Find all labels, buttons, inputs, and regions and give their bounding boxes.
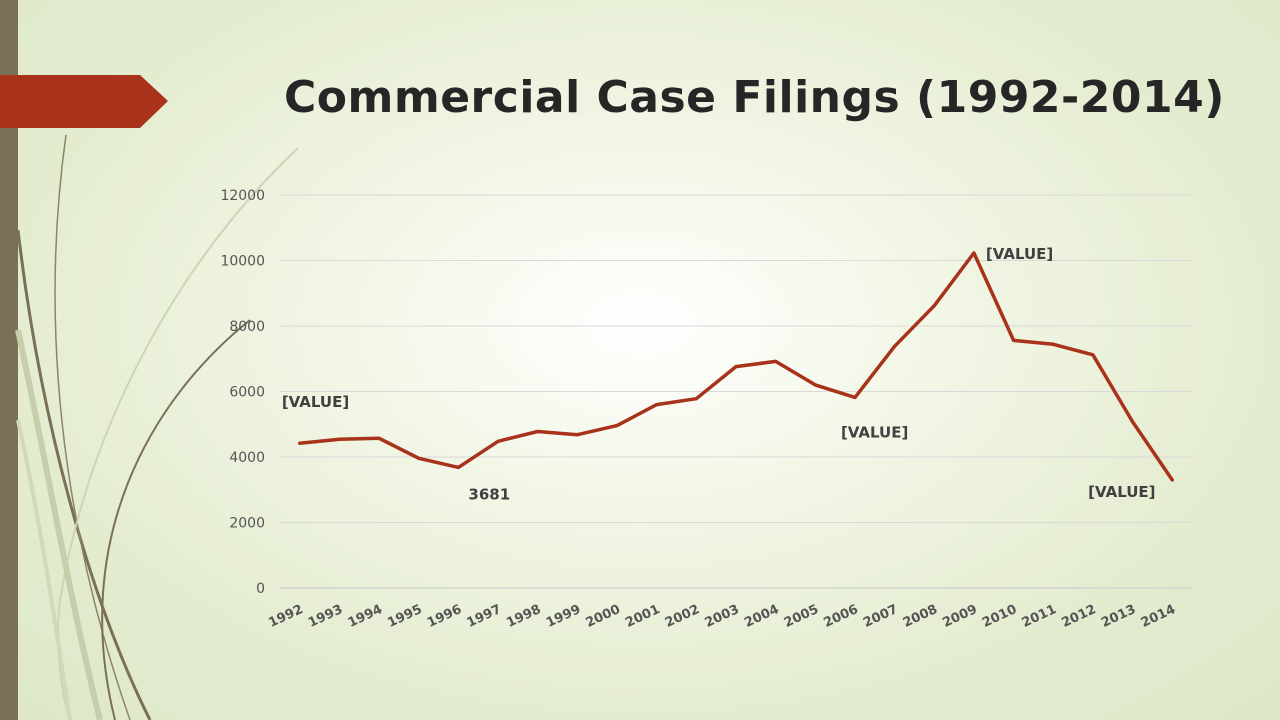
data-point [496,439,500,443]
data-point [893,344,897,348]
data-point [813,383,817,387]
data-point [655,403,659,407]
x-tick-label: 1993 [306,602,345,631]
title-accent-arrow [0,75,168,128]
data-point [337,437,341,441]
data-point [575,433,579,437]
x-tick-label: 2014 [1139,602,1178,631]
x-tick-label: 2004 [742,602,781,631]
x-tick-label: 1998 [504,602,543,631]
x-tick-label: 2007 [861,602,900,631]
data-label: [VALUE] [282,393,349,411]
data-point [972,251,976,255]
data-point [456,465,460,469]
x-tick-label: 2005 [782,602,821,631]
data-point [615,424,619,428]
x-tick-label: 1994 [346,602,385,631]
data-point [853,395,857,399]
x-tick-label: 2010 [980,602,1019,631]
data-label: [VALUE] [841,423,908,441]
y-tick-label: 4000 [229,450,265,466]
x-tick-label: 2002 [663,602,702,631]
data-point [1091,353,1095,357]
y-tick-label: 6000 [229,385,265,401]
data-point [417,456,421,460]
y-tick-label: 10000 [220,254,265,270]
x-tick-label: 2011 [1020,602,1059,631]
data-point [1170,478,1174,482]
data-point [536,429,540,433]
page-title: Commercial Case Filings (1992-2014) [284,72,1225,123]
data-point [694,397,698,401]
x-tick-label: 2012 [1059,602,1098,631]
x-tick-label: 1995 [385,602,424,631]
data-point [377,436,381,440]
data-point [1051,342,1055,346]
data-point [932,304,936,308]
data-point [734,365,738,369]
x-tick-label: 1997 [465,602,504,631]
data-label: 3681 [468,485,510,503]
data-point [774,359,778,363]
y-tick-label: 0 [256,581,265,597]
decorative-swirl-lines [15,134,299,720]
data-point [298,441,302,445]
data-point [1131,420,1135,424]
x-tick-label: 2008 [901,602,940,631]
x-tick-label: 1996 [425,602,464,631]
data-label: [VALUE] [1088,483,1155,501]
y-tick-label: 8000 [229,319,265,335]
data-label: [VALUE] [986,245,1053,263]
y-tick-label: 12000 [220,188,265,204]
x-tick-label: 2003 [703,602,742,631]
x-tick-label: 2006 [822,602,861,631]
x-tick-label: 2001 [623,602,662,631]
data-point [1012,338,1016,342]
x-tick-label: 2013 [1099,602,1138,631]
x-tick-label: 2000 [584,602,623,631]
y-tick-label: 2000 [229,516,265,532]
left-accent-bar [0,0,18,720]
x-tick-label: 1999 [544,602,583,631]
x-tick-label: 1992 [266,602,305,631]
x-tick-label: 2009 [940,602,979,631]
